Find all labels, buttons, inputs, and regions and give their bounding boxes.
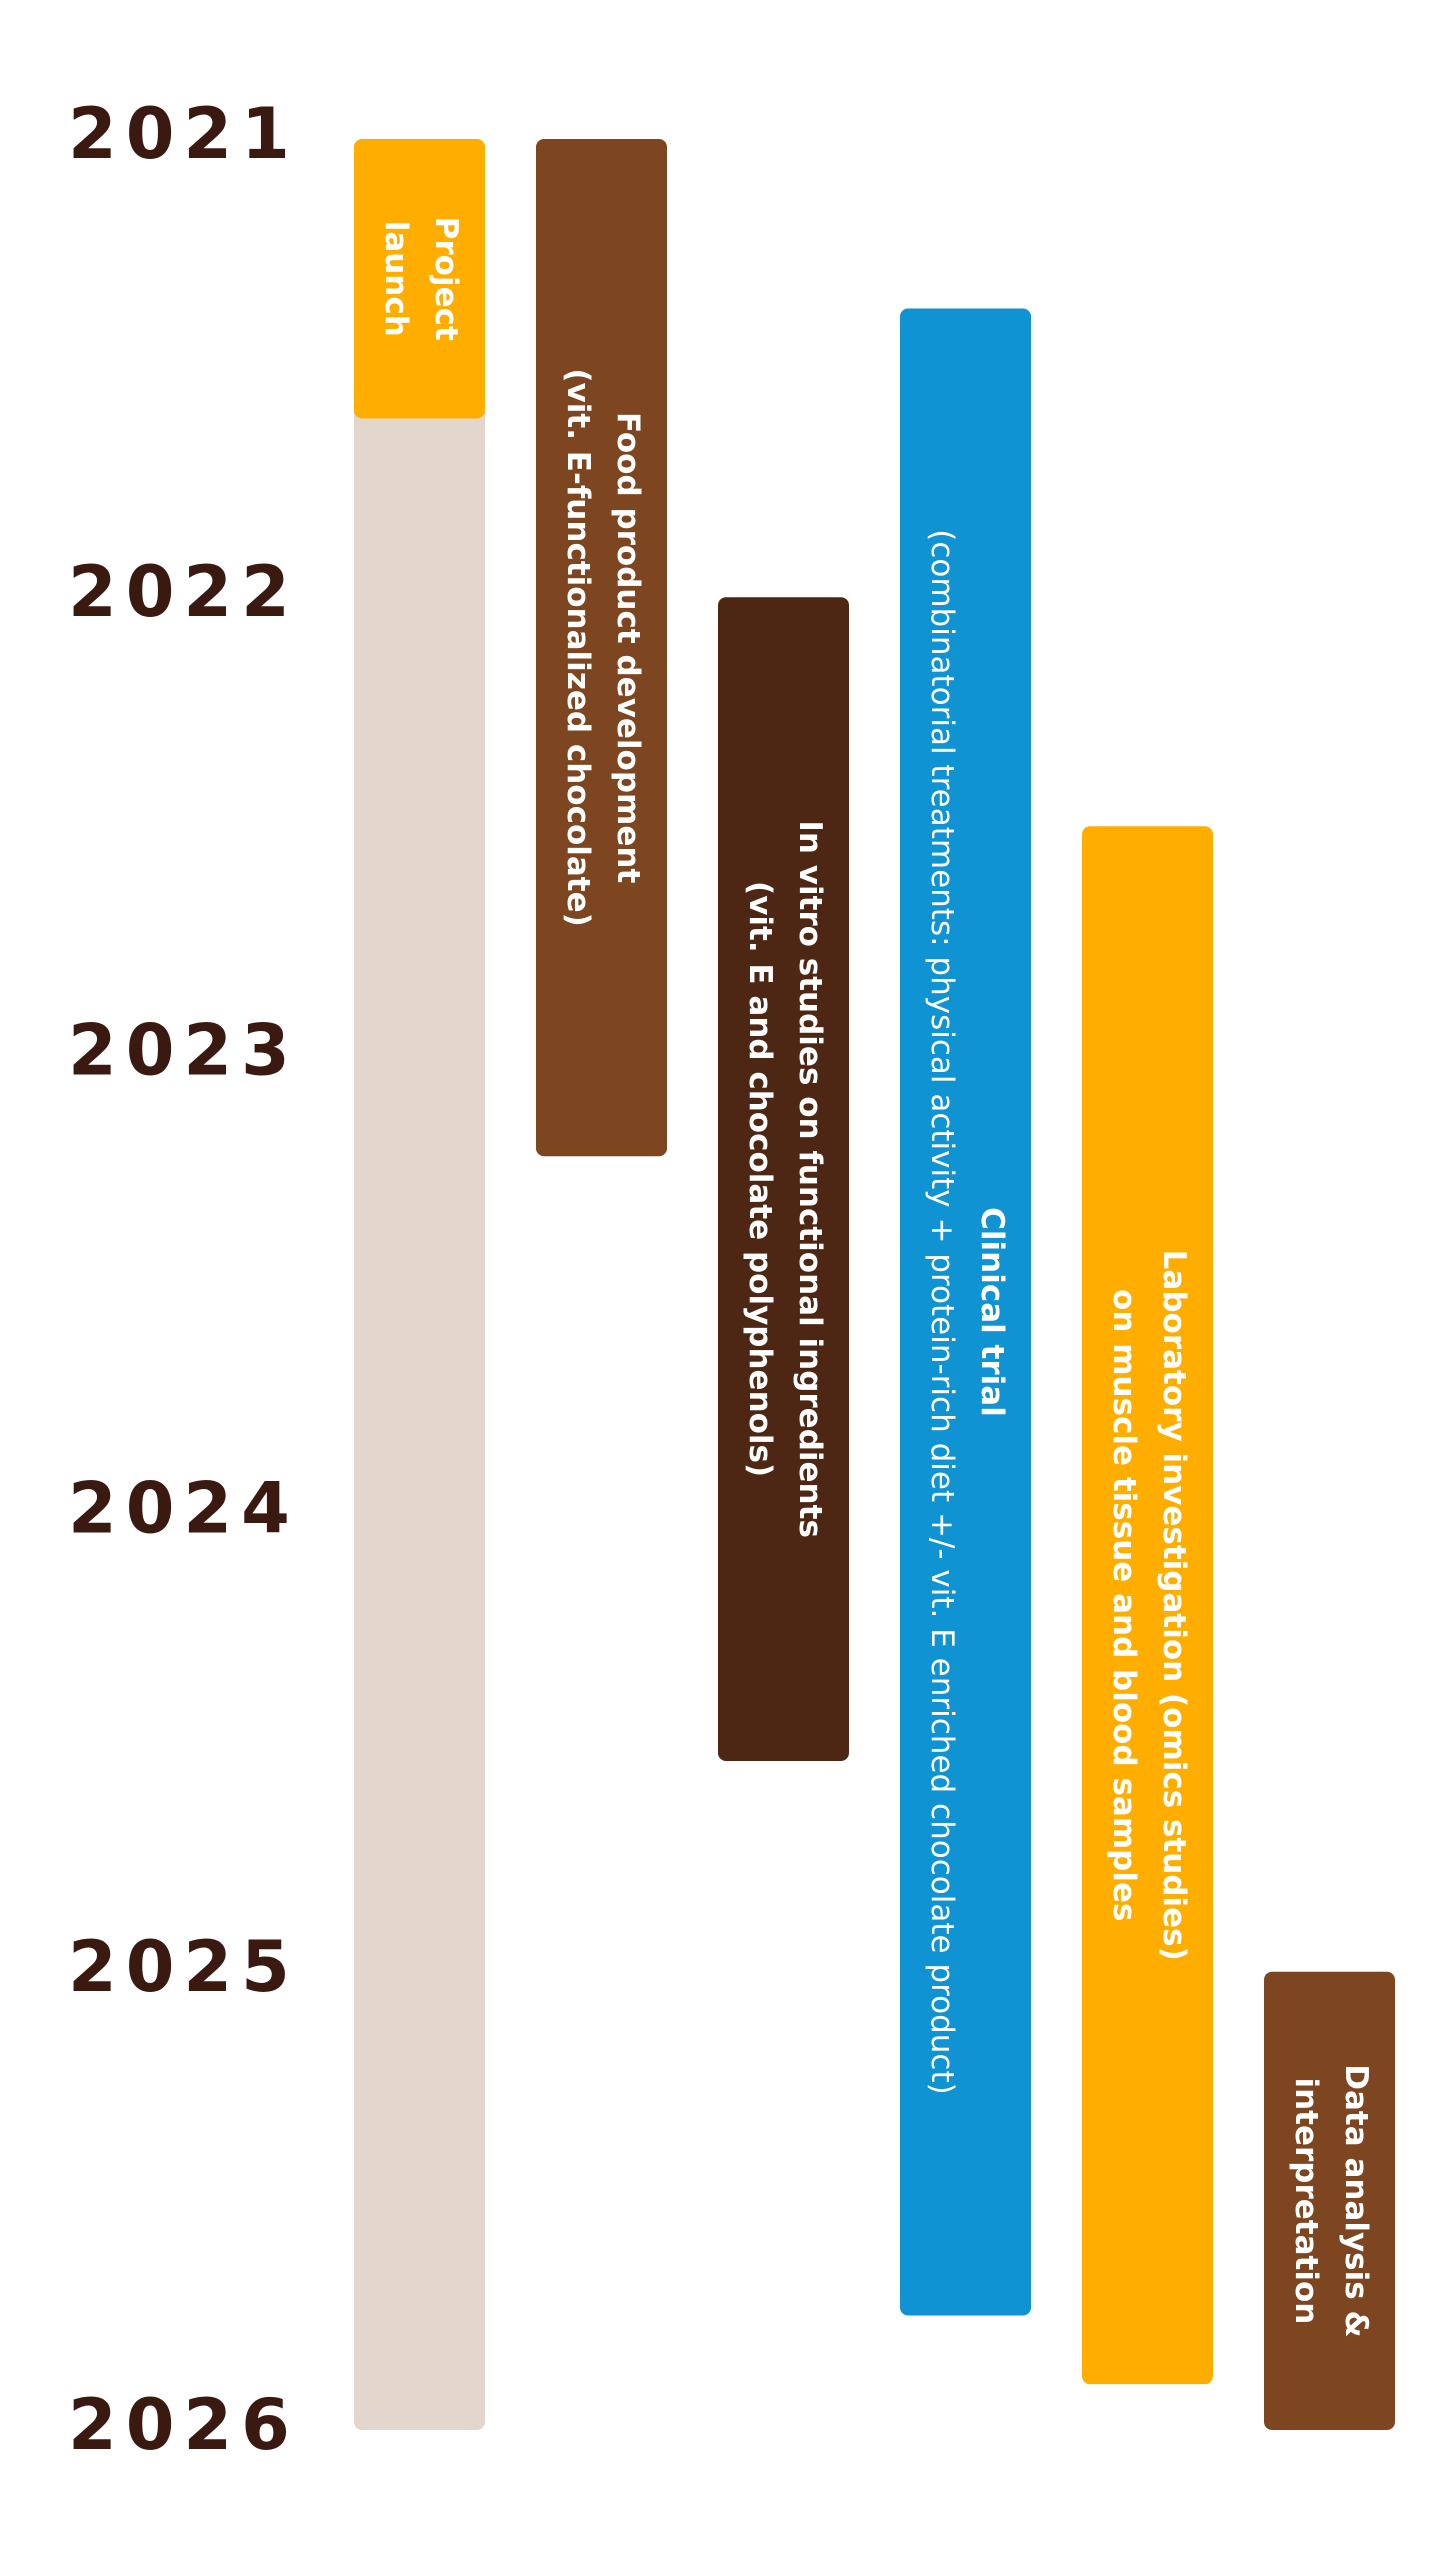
task-bar bbox=[1082, 826, 1213, 2385]
task-bar bbox=[354, 139, 485, 419]
year-label: 2022 bbox=[68, 551, 299, 633]
task-label-line: on muscle tissue and blood samples bbox=[1106, 1289, 1142, 1921]
task-bar bbox=[1264, 1971, 1395, 2430]
year-label: 2025 bbox=[68, 1926, 299, 2008]
year-label: 2024 bbox=[68, 1468, 299, 1550]
task-label: Food product development (vit. E-function… bbox=[560, 368, 646, 926]
task-label-line: In vitro studies on functional ingredien… bbox=[792, 820, 828, 1538]
track bbox=[354, 139, 485, 2430]
year-label: 2026 bbox=[68, 2384, 299, 2466]
task-label-line: Data analysis & bbox=[1338, 2064, 1374, 2337]
task-label-line: interpretation bbox=[1288, 2077, 1324, 2324]
year-label: 2023 bbox=[68, 1009, 299, 1091]
task-label-line: (vit. E and chocolate polyphenols) bbox=[742, 881, 778, 1477]
year-label: 2021 bbox=[68, 93, 299, 175]
task-label-line: Laboratory investigation (omics studies) bbox=[1156, 1250, 1192, 1961]
task-label-line: Food product development bbox=[610, 412, 646, 883]
task-bar bbox=[718, 597, 849, 1762]
task-bar bbox=[900, 308, 1031, 2316]
task-label-line: launch bbox=[378, 221, 414, 337]
task-label-line: (vit. E-functionalized chocolate) bbox=[560, 368, 596, 926]
task-label: Data analysis & interpretation bbox=[1288, 2064, 1374, 2337]
task-label-line: Project bbox=[428, 217, 464, 341]
task-label-line: (combinatorial treatments: physical acti… bbox=[924, 529, 960, 2094]
task-label: Laboratory investigation (omics studies)… bbox=[1106, 1250, 1192, 1961]
task-label: Project launch bbox=[378, 217, 464, 341]
task-label-line: Clinical trial bbox=[974, 1207, 1010, 1417]
task-bar bbox=[536, 139, 667, 1157]
task-label: Clinical trial (combinatorial treatments:… bbox=[924, 529, 1010, 2094]
task-label: In vitro studies on functional ingredien… bbox=[742, 820, 828, 1538]
